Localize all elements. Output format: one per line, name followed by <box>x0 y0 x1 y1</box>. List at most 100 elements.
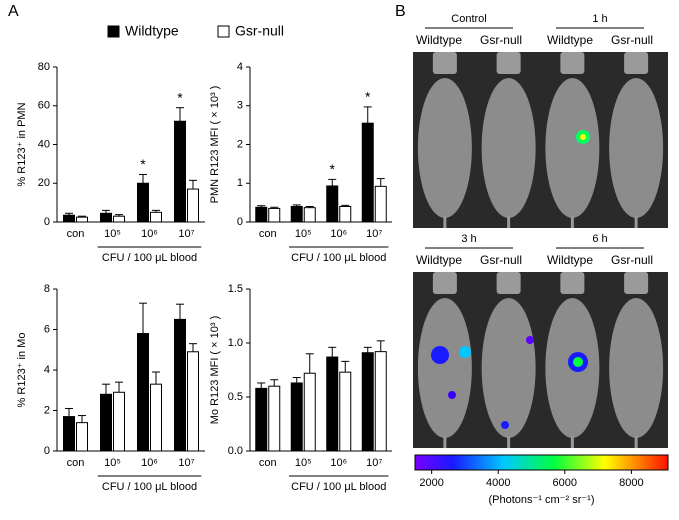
bar <box>150 211 162 223</box>
bar <box>63 214 75 223</box>
bar <box>100 212 112 223</box>
mouse-label: Gsr-null <box>611 253 653 267</box>
mouse-label: Gsr-null <box>480 253 522 267</box>
x-tick-label: 10⁷ <box>366 228 382 240</box>
group-title: 6 h <box>592 233 607 245</box>
x-tick-label: con <box>67 457 85 469</box>
colorbar-tick-label: 2000 <box>419 477 443 489</box>
bar <box>339 371 352 452</box>
bar <box>76 216 88 223</box>
mouse-label: Wildtype <box>547 33 593 47</box>
bar <box>174 120 186 223</box>
y-tick-label: 8 <box>44 283 50 295</box>
tube <box>624 52 649 74</box>
y-axis-label: Mo R123 MFI ( × 10³ ) <box>209 316 221 425</box>
significance-mark: * <box>177 89 183 105</box>
y-tick-label: 0 <box>237 216 243 228</box>
y-tick-label: 0 <box>44 445 50 457</box>
bar <box>255 206 268 223</box>
y-tick-label: 2 <box>44 404 50 416</box>
y-axis-label: % R123⁺ in Mo <box>16 333 28 408</box>
x-axis-label: CFU / 100 μL blood <box>291 481 386 493</box>
colorbar-tick-label: 4000 <box>486 477 510 489</box>
tube <box>432 272 457 294</box>
bar <box>339 206 352 223</box>
mouse <box>545 78 600 218</box>
panel-label: A <box>8 3 19 20</box>
colorbar-label: (Photons⁻¹ cm⁻² sr⁻¹) <box>488 494 594 506</box>
bar <box>137 333 149 452</box>
y-tick-label: 40 <box>38 138 50 150</box>
tube <box>496 52 521 74</box>
x-axis-label: CFU / 100 μL blood <box>291 252 386 264</box>
y-axis-label: % R123⁺ in PMN <box>16 102 28 186</box>
y-tick-label: 60 <box>38 100 50 112</box>
y-tick-label: 4 <box>44 364 50 376</box>
y-tick-label: 1.5 <box>228 283 243 295</box>
bar <box>361 352 374 452</box>
x-tick-label: con <box>67 228 85 240</box>
mouse <box>609 78 664 218</box>
bar <box>290 206 303 223</box>
mouse <box>609 298 664 438</box>
mouse-label: Wildtype <box>416 253 462 267</box>
y-tick-label: 0 <box>44 216 50 228</box>
colorbar-tick-label: 8000 <box>619 477 643 489</box>
mouse-label: Wildtype <box>547 253 593 267</box>
bar <box>268 207 281 223</box>
legend-swatch <box>217 25 230 38</box>
tube <box>560 272 585 294</box>
mouse <box>481 298 536 438</box>
y-tick-label: 4 <box>237 61 243 73</box>
x-tick-label: 10⁵ <box>295 457 312 469</box>
y-axis-label: PMN R123 MFI ( × 10³ ) <box>209 86 221 204</box>
x-tick-label: 10⁶ <box>141 228 158 240</box>
bar <box>326 356 339 452</box>
bar <box>150 383 162 452</box>
x-tick-label: 10⁵ <box>104 228 121 240</box>
signal-spot <box>459 346 471 358</box>
significance-mark: * <box>330 161 336 177</box>
bar <box>374 185 387 223</box>
mouse-label: Wildtype <box>416 33 462 47</box>
y-tick-label: 20 <box>38 177 50 189</box>
signal-spot <box>448 391 456 399</box>
y-tick-label: 6 <box>44 323 50 335</box>
bar <box>187 188 199 223</box>
signal-spot <box>501 421 509 429</box>
significance-mark: * <box>365 89 371 105</box>
x-tick-label: 10⁷ <box>178 228 194 240</box>
y-tick-label: 1 <box>237 177 243 189</box>
colorbar-tick-label: 6000 <box>553 477 577 489</box>
bar <box>174 318 186 452</box>
colorbar <box>414 454 669 471</box>
signal-spot <box>580 134 586 140</box>
x-tick-label: con <box>259 457 277 469</box>
panel-label: B <box>395 3 406 20</box>
mouse-label: Gsr-null <box>611 33 653 47</box>
tube <box>496 272 521 294</box>
x-tick-label: con <box>259 228 277 240</box>
group-title: 1 h <box>592 13 607 25</box>
group-title: 3 h <box>461 233 476 245</box>
y-tick-label: 3 <box>237 100 243 112</box>
mouse <box>417 78 472 218</box>
bar <box>290 382 303 452</box>
bar <box>113 215 125 223</box>
y-tick-label: 0.5 <box>228 391 243 403</box>
bar <box>326 185 339 223</box>
y-tick-label: 2 <box>237 138 243 150</box>
x-axis-label: CFU / 100 μL blood <box>102 481 197 493</box>
significance-mark: * <box>140 156 146 172</box>
mouse <box>417 298 472 438</box>
tube <box>624 272 649 294</box>
bar <box>374 351 387 452</box>
bar <box>187 351 199 452</box>
signal-spot <box>431 346 449 364</box>
bar <box>76 422 88 452</box>
x-tick-label: 10⁷ <box>366 457 382 469</box>
bar <box>268 385 281 452</box>
bar <box>113 391 125 452</box>
y-tick-label: 1.0 <box>228 337 243 349</box>
